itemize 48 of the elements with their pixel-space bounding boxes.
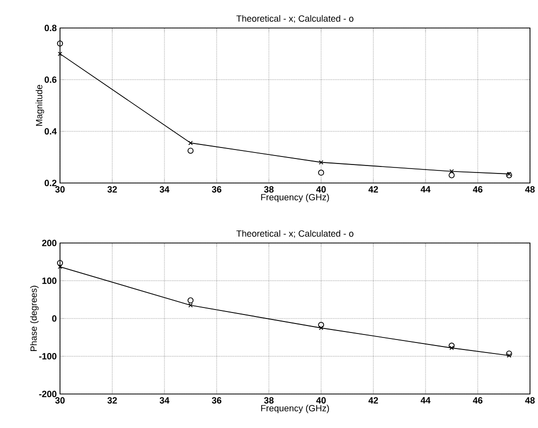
chart-title: Theoretical - x; Calculated - o	[236, 15, 354, 23]
point	[57, 40, 64, 46]
x-tick-label: 36	[212, 186, 222, 193]
x-tick-label: 38	[264, 186, 274, 193]
point	[318, 160, 324, 165]
y-tick-label: 200	[42, 240, 56, 246]
point	[188, 148, 194, 154]
x-tick-label: 40	[316, 186, 326, 193]
x-axis-title: Frequency (GHz)	[261, 404, 329, 414]
y-tick-label: 0.8	[44, 24, 57, 32]
x-tick-label: 44	[420, 397, 431, 404]
y-axis-title: Magnitude	[36, 84, 44, 126]
point	[318, 170, 324, 176]
x-tick-label: 48	[525, 397, 535, 404]
chart-title: Theoretical - x; Calculated - o	[236, 230, 354, 238]
point	[188, 140, 193, 146]
x-tick-label: 42	[368, 397, 378, 404]
x-tick-label: 46	[472, 186, 482, 193]
x-tick-label: 48	[525, 186, 535, 193]
x-tick-label: 42	[368, 186, 378, 192]
x-tick-label: 30	[55, 397, 65, 404]
x-tick-label: 32	[107, 397, 117, 404]
point	[318, 326, 324, 330]
y-tick-label: -200	[39, 390, 56, 398]
point	[57, 260, 64, 266]
point	[448, 342, 455, 349]
x-tick-label: 44	[420, 186, 431, 192]
x-tick-label: 34	[160, 186, 170, 193]
x-tick-label: 34	[160, 397, 170, 404]
y-tick-label: 0.4	[44, 128, 57, 135]
point	[448, 172, 455, 178]
y-tick-label: -100	[39, 353, 56, 360]
point	[318, 322, 324, 328]
x-tick-label: 46	[472, 397, 482, 404]
x-tick-label: 36	[212, 397, 222, 404]
x-tick-label: 32	[107, 186, 117, 193]
x-tick-label: 38	[264, 397, 274, 404]
y-tick-label: 0.6	[44, 76, 56, 83]
x-tick-label: 40	[316, 397, 326, 404]
y-tick-label: 0	[52, 315, 56, 322]
y-tick-label: 100	[42, 278, 56, 284]
point	[188, 297, 194, 304]
x-axis-title: Frequency (GHz)	[261, 194, 329, 202]
point	[449, 346, 454, 350]
x-tick-label: 30	[55, 186, 65, 193]
y-tick-label: 0.2	[44, 180, 56, 186]
point	[188, 303, 193, 308]
y-axis-title: Phase (degrees)	[30, 286, 39, 352]
